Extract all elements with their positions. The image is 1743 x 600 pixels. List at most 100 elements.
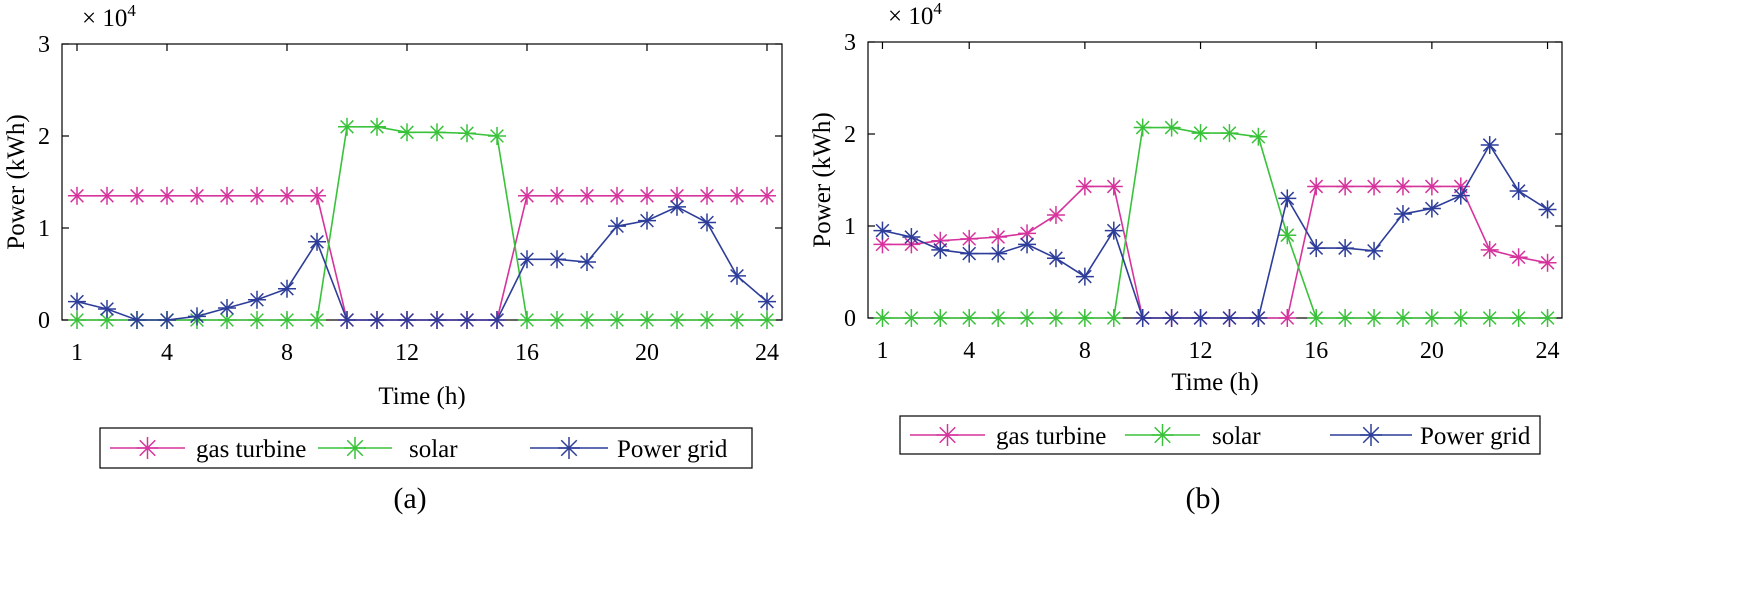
data-point	[578, 311, 596, 329]
x-tick-label: 20	[635, 340, 659, 366]
data-point	[1393, 205, 1412, 224]
data-point	[1162, 118, 1181, 137]
data-point	[1191, 124, 1210, 143]
legend-item-solar: solar	[318, 436, 458, 463]
data-point	[1538, 309, 1557, 327]
data-point	[960, 244, 979, 263]
data-point	[308, 311, 326, 329]
series-power-grid	[68, 197, 776, 329]
data-point	[989, 228, 1008, 247]
data-point	[548, 186, 566, 205]
data-point	[398, 311, 416, 329]
data-point	[1307, 239, 1326, 258]
data-point	[248, 311, 266, 329]
data-point	[758, 186, 776, 205]
data-point	[248, 290, 266, 309]
data-point	[728, 186, 746, 205]
axis-multiplier-exponent: 4	[933, 0, 942, 18]
data-point	[608, 217, 626, 236]
data-point	[158, 311, 176, 329]
data-point	[488, 311, 506, 329]
data-point	[1278, 309, 1297, 327]
data-point	[368, 117, 386, 136]
data-point	[308, 232, 326, 251]
axis-multiplier: × 104	[888, 0, 942, 30]
legend-marker-icon	[136, 437, 159, 459]
series-line	[77, 126, 767, 321]
series-power-grid	[873, 136, 1557, 327]
legend-label: gas turbine	[996, 423, 1106, 450]
data-point	[728, 311, 746, 329]
series-line	[77, 195, 767, 321]
data-point	[1480, 240, 1499, 259]
data-point	[338, 117, 356, 136]
data-point	[278, 279, 296, 298]
series-gas-turbine	[873, 177, 1557, 327]
data-point	[578, 186, 596, 205]
data-point	[1307, 177, 1326, 196]
data-point	[931, 240, 950, 259]
legend-item-gas-turbine: gas turbine	[910, 423, 1106, 450]
data-point	[1509, 248, 1528, 267]
legend-item-solar: solar	[1125, 423, 1261, 450]
legend-item-gas-turbine: gas turbine	[110, 436, 306, 463]
legend: gas turbine solar Power grid	[99, 427, 753, 469]
data-point	[1336, 177, 1355, 196]
data-point	[1451, 309, 1470, 327]
data-point	[1451, 186, 1470, 205]
data-point	[1480, 309, 1499, 327]
data-point	[1046, 205, 1065, 224]
data-point	[989, 244, 1008, 263]
data-point	[518, 250, 536, 269]
data-point	[1104, 221, 1123, 240]
legend-label: solar	[1212, 423, 1261, 450]
data-point	[758, 292, 776, 311]
series-gas-turbine	[68, 186, 776, 329]
x-tick-label: 4	[963, 338, 975, 364]
legend-marker-icon	[558, 437, 580, 459]
data-point	[1220, 309, 1239, 327]
x-tick-label: 1	[71, 340, 83, 366]
data-point	[1018, 235, 1037, 254]
data-point	[248, 186, 266, 205]
data-point	[1509, 182, 1528, 201]
data-point	[608, 186, 626, 205]
data-point	[698, 213, 716, 232]
legend-marker-icon	[1151, 424, 1174, 446]
legend-label: Power grid	[1420, 423, 1531, 450]
y-tick-label: 1	[38, 216, 50, 242]
data-point	[1075, 309, 1094, 327]
series-solar	[873, 118, 1557, 327]
x-tick-label: 4	[161, 340, 173, 366]
data-point	[218, 299, 236, 318]
data-point	[458, 124, 476, 143]
y-tick-label: 0	[38, 308, 50, 334]
data-point	[68, 186, 86, 205]
data-point	[1018, 309, 1037, 327]
data-point	[1162, 309, 1181, 327]
data-point	[1249, 127, 1268, 146]
x-tick-label: 24	[1536, 338, 1560, 364]
data-point	[458, 311, 476, 329]
data-point	[368, 311, 386, 329]
legend-label: gas turbine	[196, 436, 306, 463]
data-point	[1075, 177, 1094, 196]
panel-label: (a)	[393, 482, 426, 515]
axis-multiplier-exponent: 4	[127, 1, 136, 20]
data-point	[1046, 309, 1065, 327]
data-point	[989, 309, 1008, 327]
x-axis-label: Time (h)	[1171, 369, 1258, 396]
data-point	[698, 311, 716, 329]
data-point	[188, 307, 206, 326]
data-point	[1422, 309, 1441, 327]
x-tick-label: 12	[1189, 338, 1213, 364]
legend: gas turbine solar Power grid	[899, 415, 1541, 455]
axis-multiplier: × 104	[82, 1, 136, 32]
data-point	[902, 228, 921, 247]
data-point	[128, 311, 146, 329]
data-point	[398, 123, 416, 142]
data-point	[1046, 249, 1065, 268]
x-axis-label: Time (h)	[378, 383, 465, 410]
data-point	[668, 197, 686, 216]
